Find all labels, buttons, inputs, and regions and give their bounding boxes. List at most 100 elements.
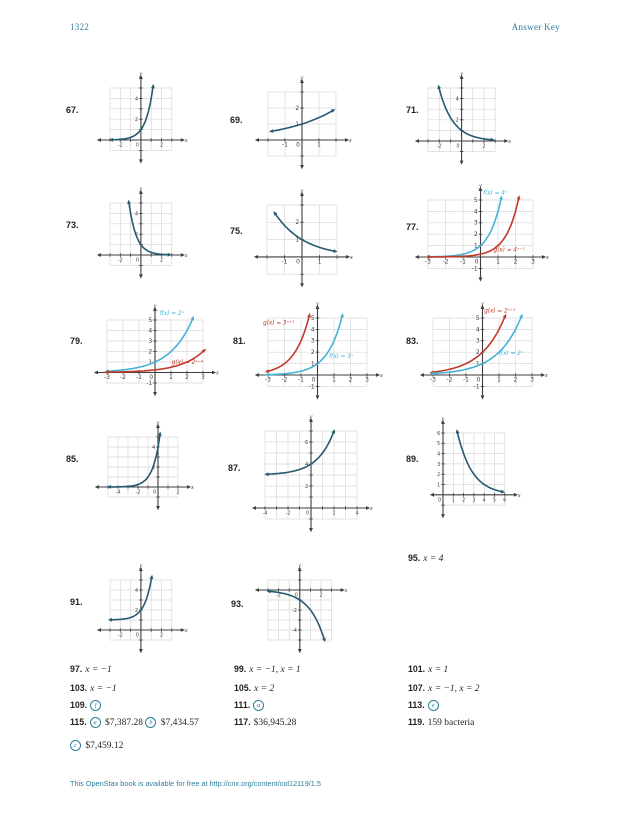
answer-115: 115. a $7,387.28 b $7,434.57 bbox=[70, 717, 199, 728]
svg-text:4: 4 bbox=[476, 326, 480, 333]
svg-text:4: 4 bbox=[311, 326, 315, 333]
y-axis-label: y bbox=[309, 414, 313, 421]
curve-cyan bbox=[429, 313, 523, 376]
answer-99: 99. x = −1, x = 1 bbox=[234, 664, 301, 675]
footer-attribution-link[interactable]: This OpenStax book is available for free… bbox=[70, 779, 321, 788]
svg-text:-1: -1 bbox=[472, 265, 478, 272]
exercise-number-73: 73. bbox=[66, 220, 79, 230]
axes: xy bbox=[414, 71, 511, 165]
y-axis-label: y bbox=[459, 71, 463, 78]
arrowhead bbox=[106, 485, 111, 489]
svg-text:4: 4 bbox=[437, 452, 440, 458]
svg-text:-1: -1 bbox=[282, 258, 288, 265]
svg-text:2: 2 bbox=[295, 219, 299, 226]
header-title: Answer Key bbox=[511, 22, 560, 32]
math-answer: x = −1 bbox=[90, 684, 117, 694]
svg-text:1: 1 bbox=[318, 258, 322, 265]
text-answer: $36,945.28 bbox=[253, 718, 297, 728]
arrowhead bbox=[345, 138, 350, 142]
arrowhead bbox=[459, 160, 464, 165]
y-axis-label: y bbox=[139, 186, 143, 193]
arrowhead bbox=[254, 138, 259, 142]
arrowhead bbox=[425, 255, 430, 259]
svg-text:2: 2 bbox=[456, 118, 459, 124]
svg-text:6: 6 bbox=[305, 440, 308, 446]
arrowhead bbox=[480, 395, 485, 400]
curve-label: f(x) = 4ˣ bbox=[483, 190, 508, 196]
svg-text:-1: -1 bbox=[136, 375, 142, 381]
arrowhead bbox=[156, 423, 160, 428]
exercise-number-83: 83. bbox=[406, 336, 419, 346]
svg-text:5: 5 bbox=[474, 197, 478, 204]
svg-text:0: 0 bbox=[477, 377, 481, 384]
math-answer: x = −1, x = 1 bbox=[249, 665, 301, 675]
arrowhead bbox=[254, 373, 259, 377]
svg-text:-3: -3 bbox=[265, 377, 271, 384]
arrowhead bbox=[96, 628, 101, 632]
svg-text:1: 1 bbox=[474, 243, 478, 250]
y-axis-label: y bbox=[478, 183, 482, 190]
svg-text:4: 4 bbox=[149, 328, 153, 334]
answer-97: 97. x = −1 bbox=[70, 664, 112, 675]
tick-labels: -4 -2 0 2 2 4 bbox=[116, 445, 180, 496]
arrowhead bbox=[96, 253, 101, 257]
curve-red bbox=[264, 313, 311, 373]
svg-text:4: 4 bbox=[135, 211, 138, 217]
arrowhead bbox=[187, 485, 192, 489]
arrowhead bbox=[157, 431, 162, 436]
x-axis-label: x bbox=[184, 252, 188, 259]
svg-text:-4: -4 bbox=[292, 628, 297, 634]
svg-text:2: 2 bbox=[476, 349, 480, 356]
text-answer: $7,459.12 bbox=[85, 741, 124, 751]
svg-text:2: 2 bbox=[149, 349, 153, 355]
arrowhead bbox=[253, 255, 258, 259]
arrowhead bbox=[346, 255, 351, 259]
svg-text:2: 2 bbox=[160, 143, 163, 149]
svg-text:2: 2 bbox=[462, 497, 465, 503]
exercise-number-91: 91. bbox=[70, 597, 83, 607]
arrowhead bbox=[429, 492, 434, 497]
x-axis-label: x bbox=[544, 372, 548, 379]
arrowhead bbox=[541, 373, 546, 377]
axes: xy bbox=[414, 183, 549, 282]
choice-circle-c: c bbox=[70, 740, 81, 751]
curve-dark bbox=[437, 84, 495, 142]
y-axis-label: y bbox=[315, 301, 319, 308]
exercise-number-69: 69. bbox=[230, 115, 243, 125]
arrowhead bbox=[414, 255, 419, 259]
arrowhead bbox=[94, 485, 99, 489]
arrowhead bbox=[264, 372, 269, 377]
arrowhead bbox=[96, 138, 101, 142]
curve-label: g(x) = 2ˣ⁺¹ bbox=[484, 307, 515, 314]
svg-text:0: 0 bbox=[306, 511, 309, 517]
svg-text:1: 1 bbox=[476, 361, 480, 368]
svg-text:-2: -2 bbox=[443, 259, 449, 266]
exercise-number-85: 85. bbox=[66, 454, 79, 464]
exercise-number-79: 79. bbox=[70, 336, 83, 346]
arrowhead bbox=[180, 138, 185, 142]
y-axis-label: y bbox=[300, 188, 304, 195]
arrowhead bbox=[455, 429, 460, 434]
page-number: 1322 bbox=[70, 22, 90, 32]
y-axis-label: y bbox=[139, 71, 143, 78]
arrowhead bbox=[340, 313, 344, 318]
graph-85-figure: x y -4 -2 0 2 2 4 bbox=[94, 420, 194, 511]
svg-text:0: 0 bbox=[312, 377, 316, 384]
exercise-number-93: 93. bbox=[231, 599, 244, 609]
svg-text:-2: -2 bbox=[286, 511, 291, 517]
svg-text:-2: -2 bbox=[118, 143, 123, 149]
tick-labels: -1 0 1 1 2 bbox=[282, 105, 321, 149]
svg-text:0: 0 bbox=[296, 258, 300, 265]
arrowhead bbox=[167, 252, 172, 257]
exercise-number-109: 109. bbox=[70, 700, 88, 710]
arrowhead bbox=[180, 253, 185, 257]
choice-circle-e: e bbox=[427, 700, 439, 711]
arrowhead bbox=[516, 195, 521, 200]
arrowhead bbox=[376, 373, 381, 377]
